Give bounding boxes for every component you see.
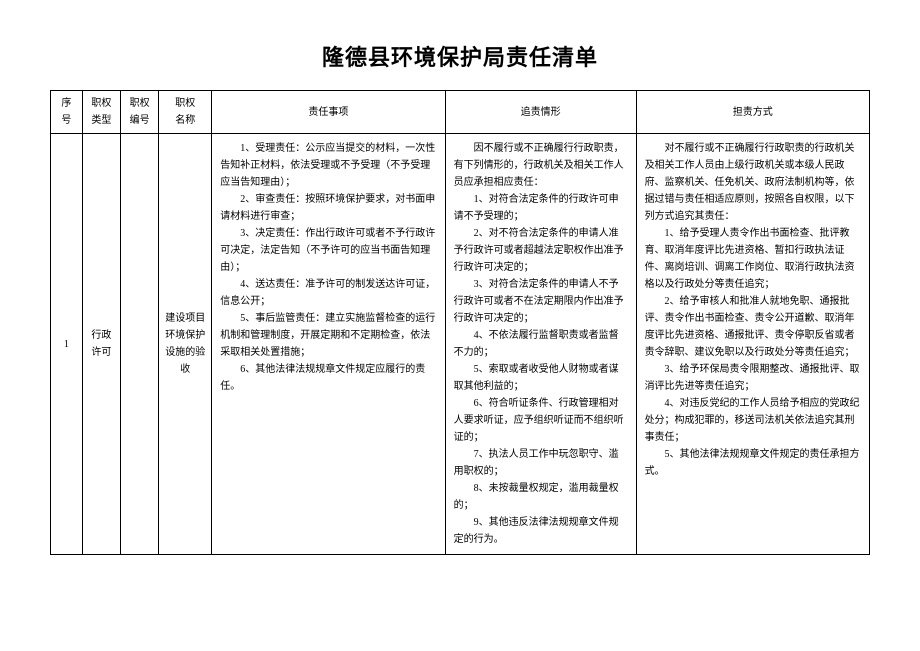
cell-method: 对不履行或不正确履行行政职责的行政机关及相关工作人员由上级行政机关或本级人民政府… (636, 134, 869, 555)
cell-duty: 1、受理责任：公示应当提交的材料，一次性告知补正材料，依法受理或不予受理（不予受… (212, 134, 445, 555)
cell-seq: 1 (51, 134, 83, 555)
cell-type: 行政许可 (82, 134, 120, 555)
header-circumstance: 追责情形 (445, 91, 636, 134)
page-title: 隆德县环境保护局责任清单 (50, 40, 870, 72)
cell-circumstance: 因不履行或不正确履行行政职责，有下列情形的，行政机关及相关工作人员应承担相应责任… (445, 134, 636, 555)
header-code: 职权 编号 (121, 91, 159, 134)
cell-code (121, 134, 159, 555)
table-row: 1 行政许可 建设项目环境保护设施的验收 1、受理责任：公示应当提交的材料，一次… (51, 134, 870, 555)
table-header-row: 序号 职权 类型 职权 编号 职权 名称 责任事项 追责情形 担责方式 (51, 91, 870, 134)
header-method: 担责方式 (636, 91, 869, 134)
header-type: 职权 类型 (82, 91, 120, 134)
header-seq: 序号 (51, 91, 83, 134)
responsibility-table: 序号 职权 类型 职权 编号 职权 名称 责任事项 追责情形 担责方式 1 行政… (50, 90, 870, 555)
header-name: 职权 名称 (159, 91, 212, 134)
header-duty: 责任事项 (212, 91, 445, 134)
cell-name: 建设项目环境保护设施的验收 (159, 134, 212, 555)
